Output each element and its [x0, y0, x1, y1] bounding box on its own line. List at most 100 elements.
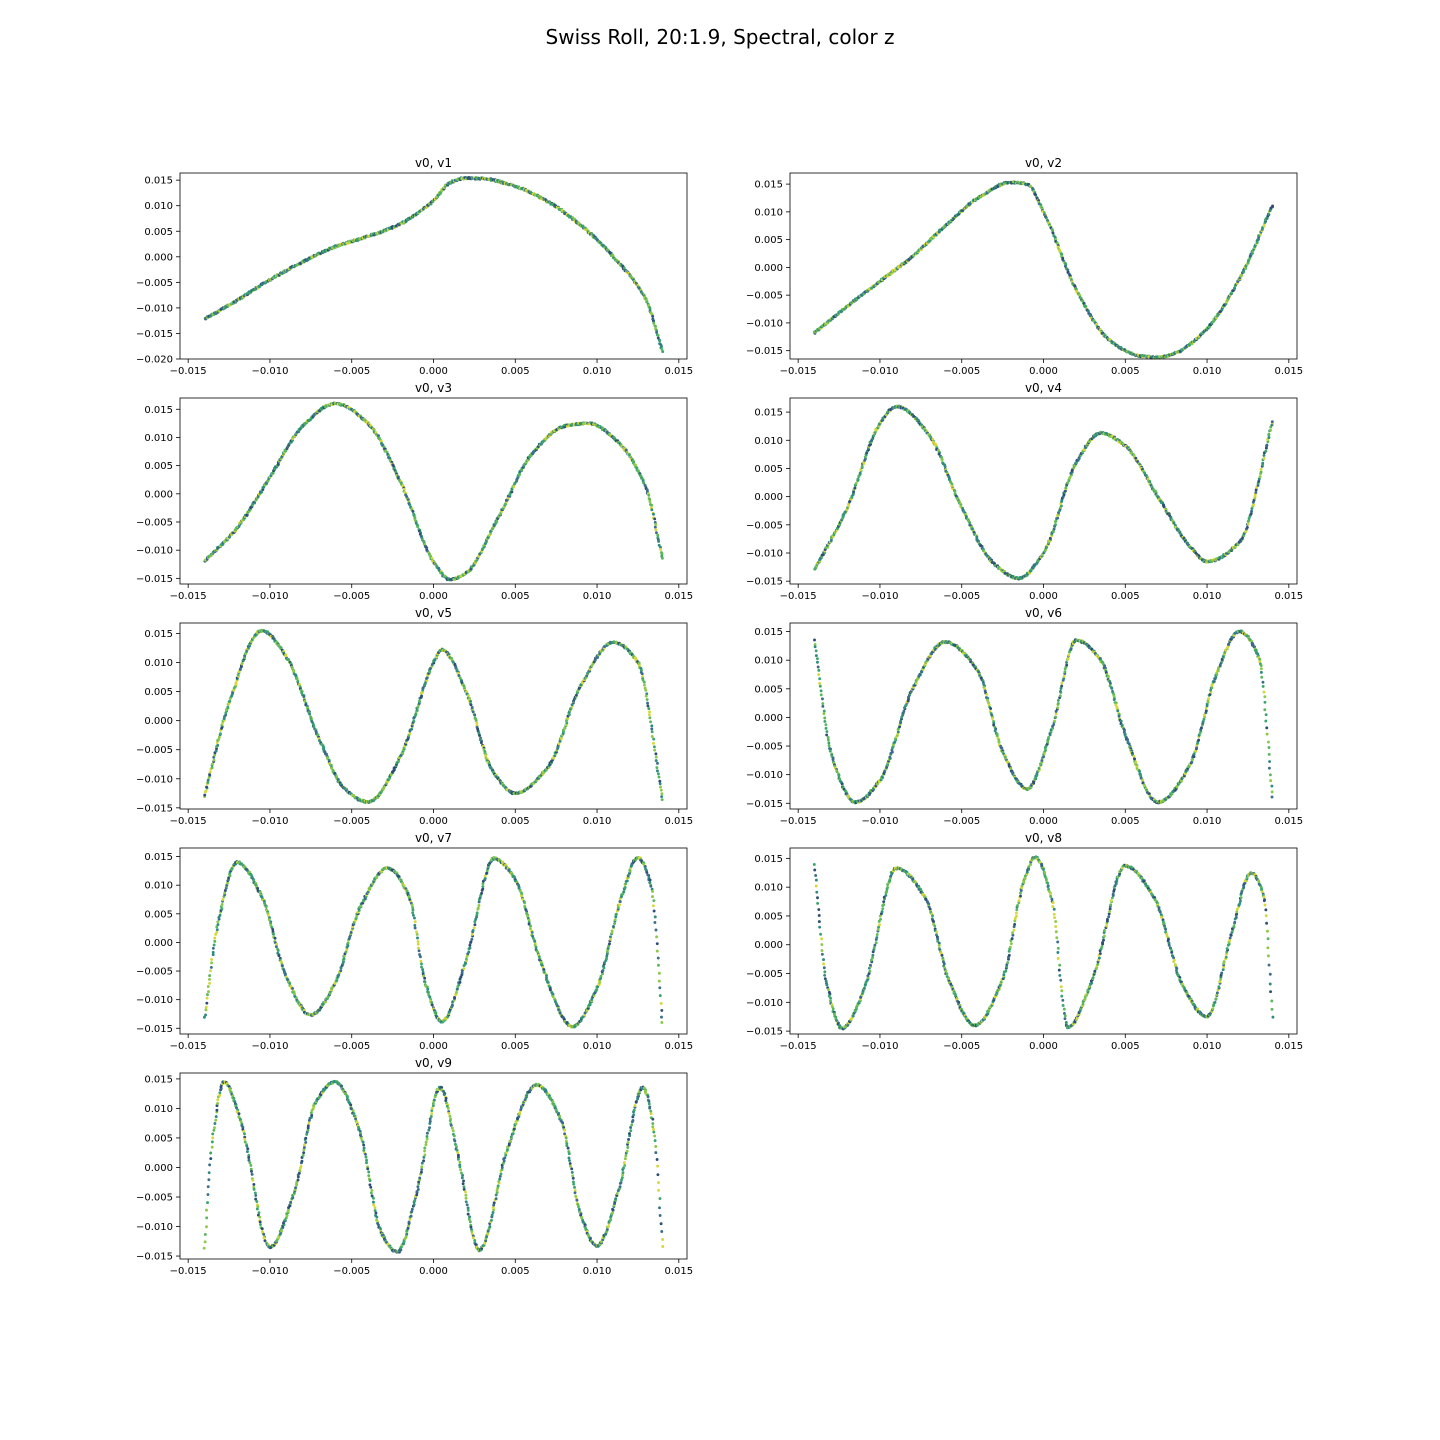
scatter-point: [650, 724, 654, 728]
scatter-point: [1267, 436, 1271, 440]
scatter-point: [819, 689, 823, 693]
scatter-point: [650, 727, 654, 731]
x-tick-label: −0.005: [333, 591, 370, 602]
y-tick-label: 0.000: [754, 263, 783, 274]
scatter-point: [654, 528, 658, 532]
scatter-point: [642, 680, 646, 684]
y-tick-label: 0.005: [754, 464, 783, 475]
scatter-point: [512, 484, 516, 488]
y-tick-label: 0.005: [754, 235, 783, 246]
scatter-point: [856, 477, 860, 481]
scatter-point: [813, 645, 817, 649]
x-tick-label: −0.010: [861, 591, 898, 602]
y-tick-label: −0.010: [746, 549, 783, 560]
y-tick-label: 0.000: [754, 492, 783, 503]
scatter-point: [1081, 299, 1085, 303]
scatter-point: [659, 788, 663, 792]
scatter-point: [652, 321, 656, 325]
scatter-point: [475, 721, 479, 725]
x-tick-label: 0.015: [665, 366, 694, 377]
scatter-point: [208, 770, 212, 774]
y-tick-label: −0.005: [136, 745, 173, 756]
scatter-point: [822, 709, 826, 713]
scatter-point: [652, 737, 656, 741]
y-tick-label: 0.010: [144, 433, 173, 444]
scatter-point: [644, 688, 648, 692]
scatter-point: [1265, 443, 1269, 447]
scatter-point: [647, 493, 651, 497]
scatter-point: [1084, 305, 1088, 308]
subplot-2: v0, v2−0.015 −0.010 −0.005 0.000 0.005 0.010 0…: [746, 156, 1303, 377]
y-tick-label: −0.020: [136, 355, 173, 366]
scatter-point: [656, 333, 660, 337]
scatter-point: [216, 743, 220, 747]
y-tick-label: 0.010: [754, 207, 783, 218]
subplot-title: v0, v4: [1025, 381, 1062, 395]
scatter-point: [1258, 475, 1262, 479]
y-tick-label: −0.015: [136, 329, 173, 340]
x-tick-label: −0.015: [170, 366, 207, 377]
scatter-point: [559, 737, 563, 740]
y-tick-label: 0.015: [754, 408, 783, 419]
scatter-point: [652, 741, 655, 745]
y-tick-label: −0.015: [746, 577, 783, 588]
x-tick-label: 0.000: [419, 816, 448, 827]
scatter-point: [312, 724, 316, 728]
scatter-point: [654, 324, 657, 328]
y-tick-label: −0.005: [746, 291, 783, 302]
scatter-point: [656, 533, 660, 537]
scatter-point: [1051, 231, 1055, 235]
x-tick-label: 0.000: [1029, 591, 1058, 602]
scatter-point: [648, 710, 651, 714]
scatter-point: [816, 660, 819, 664]
scatter-point: [860, 464, 864, 468]
scatter-point: [814, 649, 818, 653]
scatter-point: [217, 735, 221, 739]
scatter-point: [818, 677, 822, 681]
y-tick-label: −0.005: [136, 518, 173, 529]
scatter-point: [819, 693, 823, 697]
y-tick-label: −0.010: [136, 303, 173, 314]
scatter-point: [1259, 467, 1263, 471]
scatter-point: [813, 638, 816, 642]
scatter-point: [206, 778, 210, 782]
scatter-point: [640, 672, 644, 676]
x-tick-label: 0.010: [1193, 366, 1222, 377]
scatter-point: [1269, 428, 1273, 432]
scatter-point: [484, 754, 488, 758]
scatter-point: [814, 654, 818, 658]
scatter-point: [1246, 522, 1250, 526]
scatter-point: [854, 481, 858, 485]
scatter-point: [1259, 470, 1263, 474]
x-tick-label: 0.015: [665, 816, 694, 827]
scatter-point: [647, 713, 651, 717]
scatter-point: [648, 307, 652, 311]
x-tick-label: −0.015: [780, 591, 817, 602]
x-tick-label: 0.015: [1275, 366, 1304, 377]
x-tick-label: 0.000: [1029, 366, 1058, 377]
scatter-point: [416, 525, 420, 529]
scatter-point: [1078, 293, 1082, 297]
scatter-point: [654, 752, 658, 756]
scatter-point: [940, 458, 944, 462]
scatter-point: [647, 707, 651, 711]
scatter-point: [1056, 516, 1060, 520]
scatter-point: [880, 775, 884, 779]
scatter-point: [818, 681, 822, 685]
scatter-point: [953, 489, 957, 493]
scatter-point: [1262, 453, 1266, 457]
scatter-point: [1247, 519, 1251, 523]
x-tick-label: 0.010: [583, 591, 612, 602]
scatter-point: [831, 758, 835, 762]
scatter-point: [655, 769, 659, 773]
scatter-point: [825, 730, 829, 733]
scatter-point: [827, 744, 831, 748]
y-tick-label: −0.010: [136, 546, 173, 557]
scatter-point: [822, 712, 826, 716]
scatter-point: [240, 661, 244, 665]
scatter-point: [228, 699, 232, 703]
subplot-6: v0, v6−0.015 −0.010 −0.005 0.000 0.005 0.010 0…: [746, 606, 1303, 827]
x-tick-label: 0.010: [1193, 591, 1222, 602]
scatter-point: [661, 350, 665, 354]
scatter-points: [203, 176, 665, 354]
